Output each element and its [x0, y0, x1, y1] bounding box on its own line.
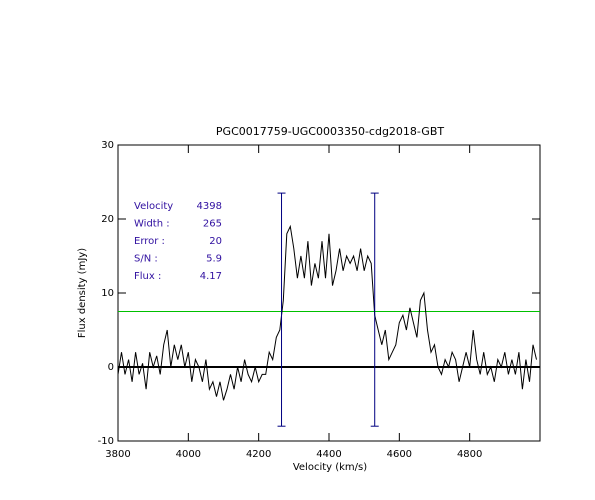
x-tick-label: 4400 — [316, 449, 341, 460]
info-value: 5.9 — [206, 254, 222, 265]
x-tick-label: 4800 — [457, 449, 482, 460]
info-value: 4398 — [197, 201, 222, 212]
plot-frame — [117, 144, 541, 442]
y-tick-label: 10 — [101, 288, 114, 299]
chart-title: PGC0017759-UGC0003350-cdg2018-GBT — [216, 125, 444, 138]
y-axis-label: Flux density (mJy) — [77, 248, 88, 338]
info-label: Velocity — [134, 201, 173, 212]
info-label: Flux : — [134, 271, 161, 282]
info-value: 265 — [203, 219, 222, 230]
info-label: S/N : — [134, 254, 158, 265]
x-tick-label: 4000 — [176, 449, 201, 460]
y-tick-label: 0 — [108, 362, 114, 373]
x-tick-label: 4200 — [246, 449, 271, 460]
y-tick-label: -10 — [98, 436, 114, 447]
info-label: Error : — [134, 236, 165, 247]
x-tick-label: 4600 — [387, 449, 412, 460]
x-axis-label: Velocity (km/s) — [293, 462, 367, 473]
info-value: 20 — [209, 236, 222, 247]
info-label: Width : — [134, 219, 170, 230]
x-tick-label: 3800 — [105, 449, 130, 460]
y-tick-label: 30 — [101, 140, 114, 151]
spectrum-line — [117, 224, 537, 401]
info-value: 4.17 — [200, 271, 222, 282]
y-tick-label: 20 — [101, 214, 114, 225]
